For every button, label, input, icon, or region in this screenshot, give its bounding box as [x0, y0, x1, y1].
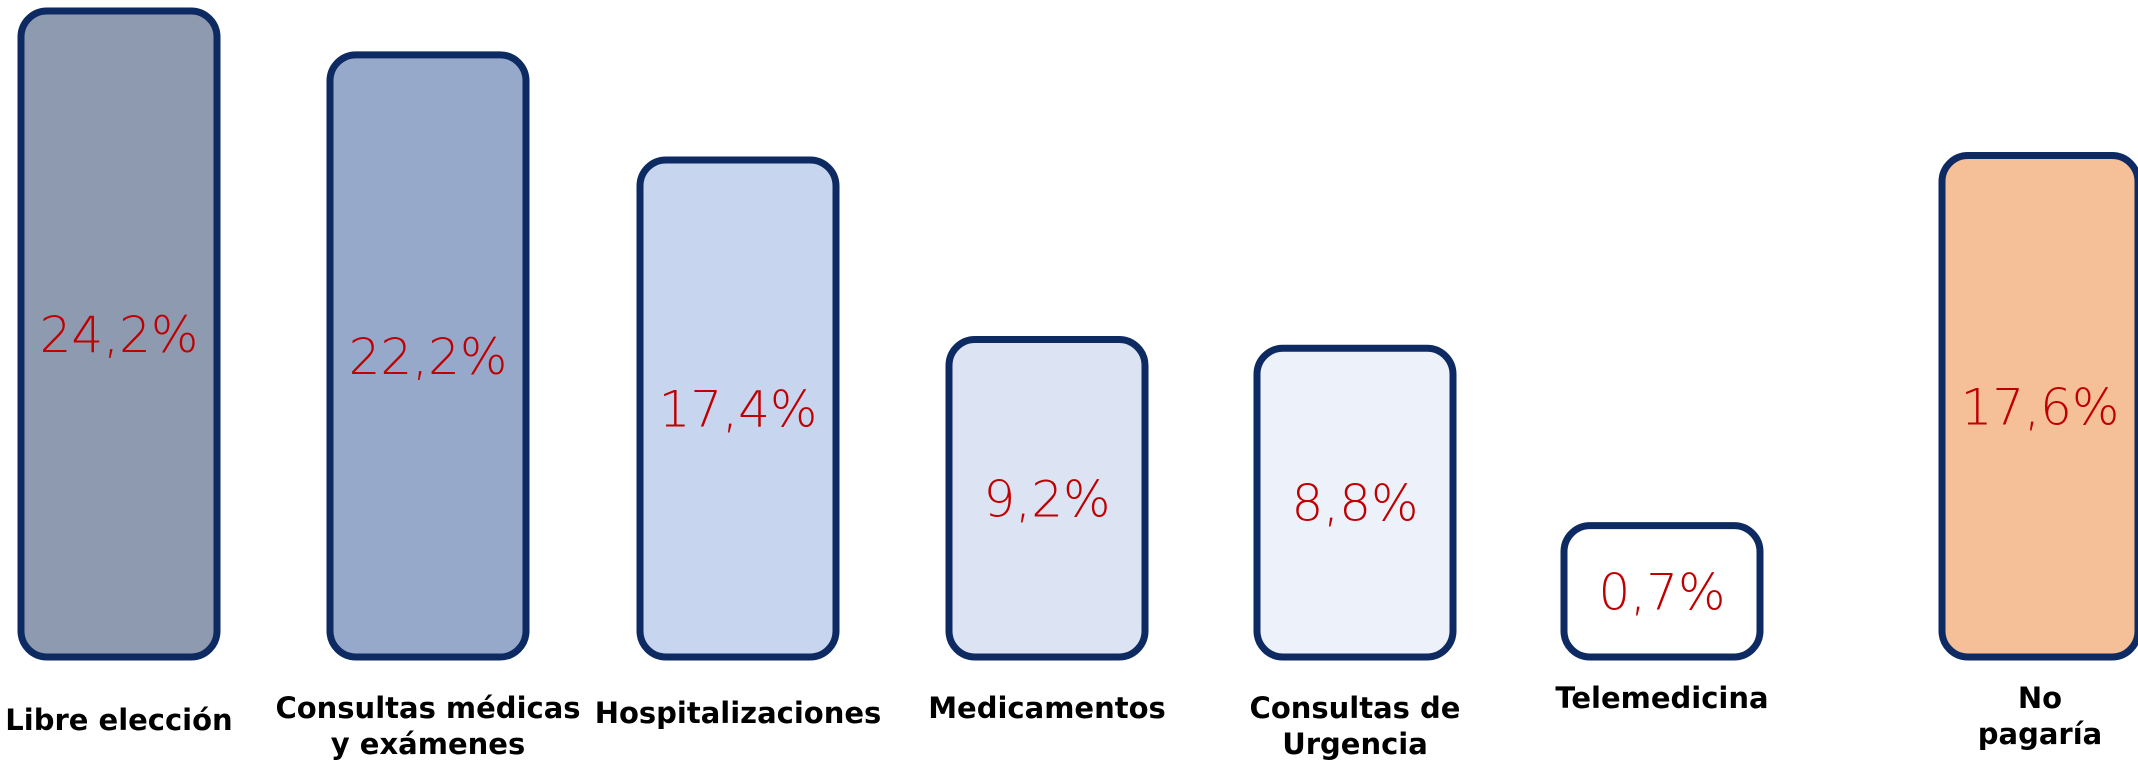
bar [945, 336, 1149, 661]
bar [636, 156, 840, 661]
bar [1560, 522, 1764, 661]
bar [326, 51, 530, 661]
category-label: No pagaría [1977, 681, 2103, 751]
category-label: Consultas médicas y exámenes [275, 691, 581, 761]
value-label: 9,2% [983, 470, 1110, 528]
bar [17, 7, 221, 661]
bar [1253, 344, 1457, 661]
value-label: 0,7% [1598, 563, 1725, 621]
value-label: 8,8% [1291, 475, 1418, 533]
value-label: 22,2% [349, 328, 508, 386]
value-label: 17,6% [1961, 378, 2120, 436]
category-label: Libre elección [5, 703, 233, 737]
category-label: Consultas de Urgencia [1249, 691, 1461, 761]
category-label: Hospitalizaciones [594, 696, 882, 730]
category-label: Telemedicina [1555, 681, 1769, 715]
value-label: 24,2% [40, 306, 199, 364]
value-label: 17,4% [659, 380, 818, 438]
category-label: Medicamentos [928, 691, 1166, 725]
bar [1938, 152, 2138, 661]
